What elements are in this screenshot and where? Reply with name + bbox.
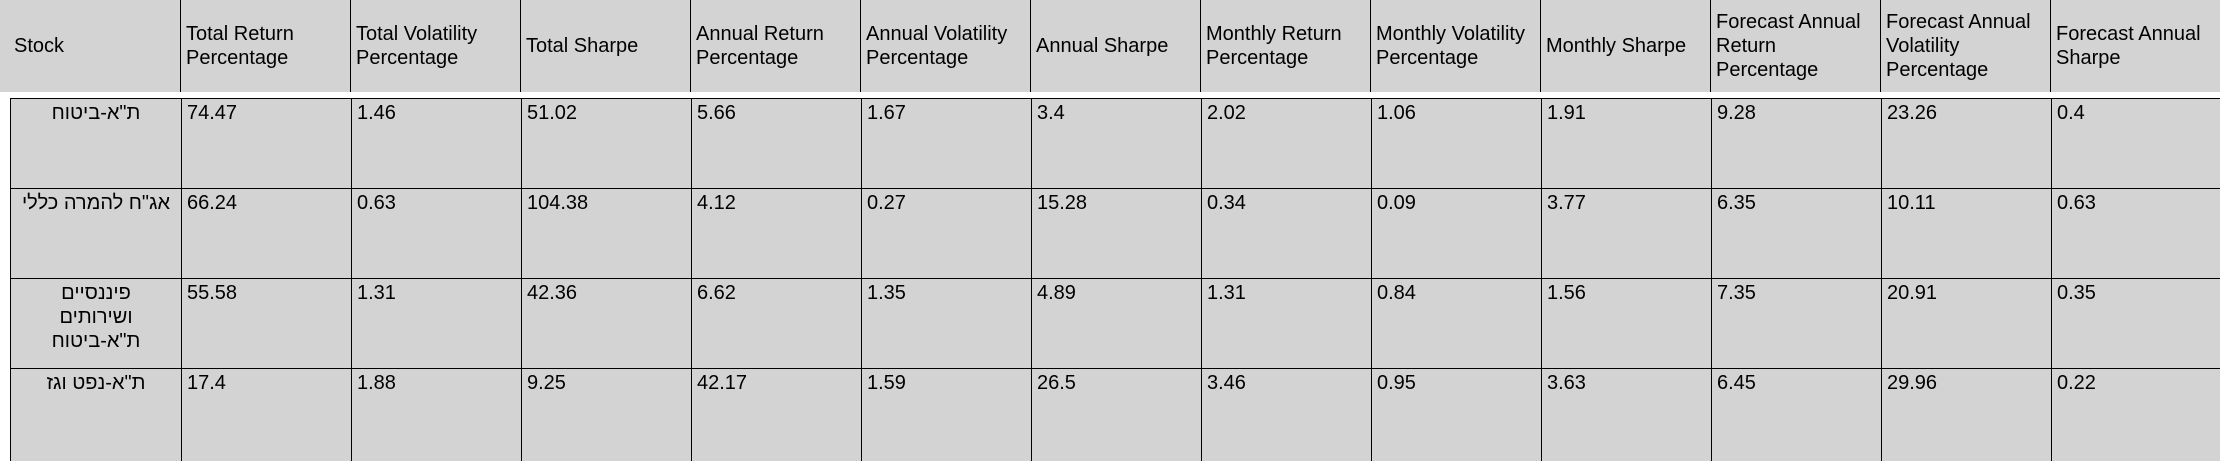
forecast-annual-volatility-cell: 29.96 [1881,369,2051,461]
forecast-annual-sharpe-cell: 0.22 [2051,369,2220,461]
annual-volatility-cell: 1.67 [861,99,1031,189]
total-volatility-cell: 0.63 [351,189,521,279]
total-sharpe-cell: 51.02 [521,99,691,189]
total-return-cell: 66.24 [181,189,351,279]
forecast-annual-volatility-cell: 20.91 [1881,279,2051,369]
total-sharpe-cell: 9.25 [521,369,691,461]
forecast-annual-sharpe-cell: 0.35 [2051,279,2220,369]
table-body: ת"א-ביטוח 74.47 1.46 51.02 5.66 1.67 3.4… [10,98,2220,461]
header-total-volatility: Total Volatility Percentage [350,0,520,92]
header-annual-return: Annual Return Percentage [690,0,860,92]
header-forecast-annual-volatility: Forecast Annual Volatility Percentage [1880,0,2050,92]
total-sharpe-cell: 42.36 [521,279,691,369]
stock-cell: ת"א-נפט וגז [46,372,146,394]
total-volatility-cell: 1.31 [351,279,521,369]
annual-return-cell: 42.17 [691,369,861,461]
forecast-annual-sharpe-cell: 0.63 [2051,189,2220,279]
header-total-sharpe: Total Sharpe [520,0,690,92]
monthly-volatility-cell: 0.09 [1371,189,1541,279]
header-divider [0,92,2220,98]
monthly-return-cell: 2.02 [1201,99,1371,189]
header-monthly-sharpe: Monthly Sharpe [1540,0,1710,92]
header-monthly-volatility: Monthly Volatility Percentage [1370,0,1540,92]
annual-sharpe-cell: 15.28 [1031,189,1201,279]
forecast-annual-volatility-cell: 23.26 [1881,99,2051,189]
header-forecast-annual-return: Forecast Annual Return Percentage [1710,0,1880,92]
annual-sharpe-cell: 26.5 [1031,369,1201,461]
forecast-annual-return-cell: 6.35 [1711,189,1881,279]
monthly-sharpe-cell: 3.63 [1541,369,1711,461]
table-header-row: Stock Total Return Percentage Total Vola… [0,0,2220,93]
monthly-sharpe-cell: 3.77 [1541,189,1711,279]
annual-volatility-cell: 1.59 [861,369,1031,461]
forecast-annual-sharpe-cell: 0.4 [2051,99,2220,189]
monthly-volatility-cell: 1.06 [1371,99,1541,189]
total-volatility-cell: 1.88 [351,369,521,461]
monthly-return-cell: 1.31 [1201,279,1371,369]
monthly-return-cell: 0.34 [1201,189,1371,279]
annual-sharpe-cell: 3.4 [1031,99,1201,189]
header-total-return: Total Return Percentage [180,0,350,92]
annual-return-cell: 6.62 [691,279,861,369]
total-volatility-cell: 1.46 [351,99,521,189]
monthly-return-cell: 3.46 [1201,369,1371,461]
total-return-cell: 17.4 [181,369,351,461]
total-return-cell: 74.47 [181,99,351,189]
header-stock: Stock [14,35,65,57]
monthly-volatility-cell: 0.84 [1371,279,1541,369]
annual-volatility-cell: 0.27 [861,189,1031,279]
monthly-sharpe-cell: 1.56 [1541,279,1711,369]
forecast-annual-return-cell: 6.45 [1711,369,1881,461]
total-sharpe-cell: 104.38 [521,189,691,279]
forecast-annual-volatility-cell: 10.11 [1881,189,2051,279]
header-monthly-return: Monthly Return Percentage [1200,0,1370,92]
header-annual-volatility: Annual Volatility Percentage [860,0,1030,92]
forecast-annual-return-cell: 7.35 [1711,279,1881,369]
forecast-annual-return-cell: 9.28 [1711,99,1881,189]
monthly-sharpe-cell: 1.91 [1541,99,1711,189]
annual-volatility-cell: 1.35 [861,279,1031,369]
total-return-cell: 55.58 [181,279,351,369]
stock-cell: פיננסיים ושירותים ת"א-ביטוח [11,279,181,369]
header-forecast-annual-sharpe: Forecast Annual Sharpe [2050,0,2220,92]
header-annual-sharpe: Annual Sharpe [1030,0,1200,92]
stock-cell: אג"ח להמרה כללי [11,189,181,279]
stock-cell: ת"א-ביטוח [11,99,181,189]
monthly-volatility-cell: 0.95 [1371,369,1541,461]
annual-return-cell: 4.12 [691,189,861,279]
annual-return-cell: 5.66 [691,99,861,189]
annual-sharpe-cell: 4.89 [1031,279,1201,369]
